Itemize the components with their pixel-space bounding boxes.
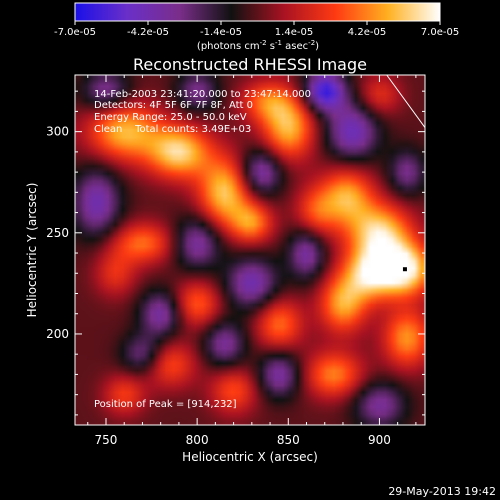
- colorbar-tick-label: -4.2e-05: [127, 27, 169, 38]
- heatmap-image: [75, 75, 425, 425]
- colorbar-unit-label: (photons cm-2 s-1 asec-2): [197, 39, 319, 52]
- annotation-time-range: 14-Feb-2003 23:41:20.000 to 23:47:14.000: [94, 89, 311, 100]
- y-tick-label: 250: [46, 226, 69, 240]
- y-tick-label: 300: [46, 125, 69, 139]
- limb-line: [386, 75, 425, 128]
- annotation-energy-range: Energy Range: 25.0 - 50.0 keV: [94, 112, 247, 123]
- colorbar: [74, 2, 441, 22]
- annotation-detectors: Detectors: 4F 5F 6F 7F 8F, Att 0: [94, 100, 253, 111]
- peak-position-label: Position of Peak = [914,232]: [94, 399, 237, 410]
- y-tick-label: 200: [46, 327, 69, 341]
- colorbar-tick-label: 7.0e-05: [421, 27, 459, 38]
- annotation-total-counts: Clean Total counts: 3.49E+03: [94, 124, 251, 135]
- peak-marker: [402, 267, 407, 272]
- colorbar-tick-label: 4.2e-05: [348, 27, 386, 38]
- chart-title: Reconstructed RHESSI Image: [133, 55, 367, 74]
- axis-ticks: 750 800 850 900 200 250 300: [46, 75, 425, 447]
- plot-frame: [74, 74, 426, 426]
- colorbar-tick-label: 1.4e-05: [275, 27, 313, 38]
- colorbar-ticks: -7.0e-05 -4.2e-05 -1.4e-05 1.4e-05 4.2e-05 7.…: [54, 21, 459, 38]
- x-tick-label: 850: [277, 433, 300, 447]
- colorbar-tick-label: -7.0e-05: [54, 27, 96, 38]
- x-axis-label: Heliocentric X (arcsec): [182, 450, 318, 464]
- x-tick-label: 750: [95, 433, 118, 447]
- colorbar-tick-label: -1.4e-05: [200, 27, 242, 38]
- y-axis-label: Heliocentric Y (arcsec): [25, 183, 39, 318]
- x-tick-label: 800: [186, 433, 209, 447]
- x-tick-label: 900: [368, 433, 391, 447]
- footer-date: 29-May-2013 19:42: [388, 485, 496, 498]
- annotation-block: 14-Feb-2003 23:41:20.000 to 23:47:14.000…: [94, 89, 311, 135]
